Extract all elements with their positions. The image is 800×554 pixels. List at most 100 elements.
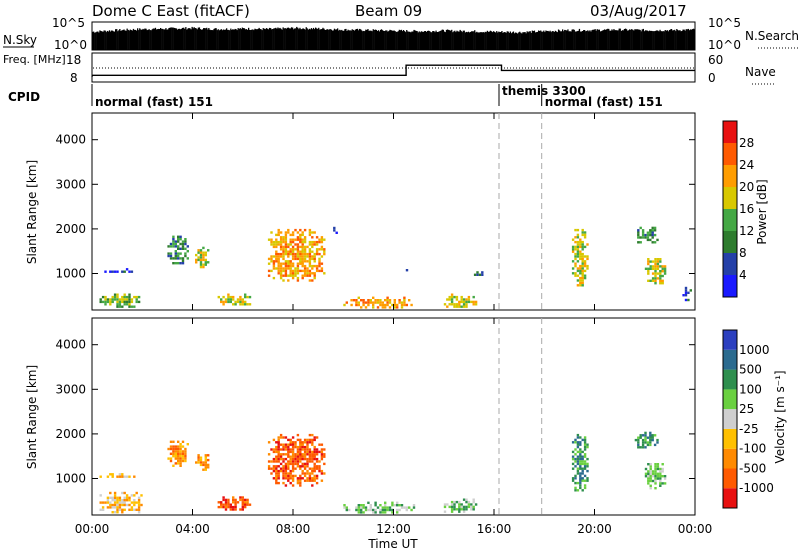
range-time-cell (396, 504, 399, 507)
range-time-cell (279, 231, 283, 234)
range-time-cell (113, 298, 117, 301)
range-time-cell (184, 254, 187, 258)
sky-noise-bar (646, 30, 649, 50)
range-time-cell (379, 511, 382, 514)
range-time-cell (579, 443, 582, 446)
range-time-cell (282, 469, 285, 473)
sky-noise-bar (521, 33, 523, 50)
range-time-cell (384, 299, 387, 302)
range-time-cell (369, 504, 372, 507)
colorbar-swatch (723, 187, 737, 209)
sky-noise-bar (119, 29, 121, 50)
sky-noise-bar (181, 28, 183, 50)
freq-tick-bottom: 8 (70, 71, 78, 85)
range-time-cell (118, 501, 122, 504)
range-time-cell (460, 300, 463, 304)
range-time-cell (315, 267, 319, 270)
range-time-cell (659, 484, 662, 487)
range-time-cell (303, 274, 307, 277)
range-time-cell (571, 248, 575, 251)
range-time-cell (287, 252, 290, 256)
range-time-cell (184, 240, 187, 243)
range-time-cell (574, 457, 577, 461)
range-time-cell (289, 448, 292, 451)
range-time-cell (199, 258, 203, 262)
range-time-cell (299, 438, 302, 442)
range-time-cell (579, 441, 582, 444)
range-time-cell (121, 300, 124, 304)
range-time-cell (275, 240, 278, 244)
range-time-cell (207, 466, 210, 469)
sky-noise-bar (187, 28, 189, 50)
range-time-cell (289, 248, 292, 251)
range-time-cell (277, 262, 280, 265)
range-time-cell (583, 474, 587, 478)
range-time-cell (199, 265, 203, 269)
range-time-cell (128, 303, 131, 306)
sky-noise-bar (483, 32, 485, 50)
range-time-cell (654, 477, 657, 480)
range-time-cell (287, 267, 290, 270)
range-time-cell (220, 503, 223, 506)
range-time-cell (123, 300, 126, 304)
range-time-cell (172, 445, 175, 448)
range-time-cell (313, 243, 316, 246)
sky-noise-bar (656, 30, 658, 50)
range-time-cell (362, 504, 365, 507)
range-time-cell (376, 506, 380, 509)
range-time-cell (311, 240, 314, 244)
range-time-cell (303, 272, 307, 275)
range-time-cell (291, 453, 295, 456)
sky-noise-bar (478, 32, 480, 50)
range-time-cell (303, 479, 307, 482)
range-time-cell (272, 262, 276, 265)
range-time-cell (284, 262, 288, 265)
sky-noise-bar (281, 29, 283, 50)
range-time-cell (179, 443, 182, 446)
range-time-cell (296, 231, 300, 234)
range-time-cell (301, 276, 304, 280)
freq-tick-top: 18 (66, 53, 81, 67)
range-time-cell (684, 286, 688, 290)
range-time-cell (284, 436, 288, 439)
range-time-cell (272, 465, 276, 468)
sky-noise-bar (361, 30, 363, 50)
sky-noise-bar (182, 27, 184, 50)
range-time-cell (649, 443, 652, 447)
sky-noise-bar (670, 29, 673, 50)
range-time-cell (654, 470, 657, 473)
colorbar-swatch (723, 428, 737, 449)
range-time-cell (239, 303, 242, 306)
range-time-cell (167, 245, 170, 248)
range-time-cell (282, 453, 285, 456)
sky-noise-bar (495, 32, 497, 50)
range-time-cell (656, 463, 660, 466)
range-time-cell (372, 306, 375, 309)
range-time-cell (202, 256, 205, 259)
sky-noise-bar (222, 29, 225, 50)
range-time-cell (400, 504, 404, 507)
sky-noise-bar (619, 28, 621, 50)
range-time-cell (202, 265, 205, 269)
sky-noise-bar (283, 28, 285, 50)
range-time-cell (320, 448, 324, 451)
y-tick-label: 1000 (55, 267, 86, 281)
range-time-cell (576, 269, 580, 273)
time-xlabel: Time UT (367, 537, 418, 551)
sky-noise-bar (348, 30, 350, 50)
range-time-cell (296, 255, 300, 258)
range-time-cell (450, 303, 454, 306)
range-time-cell (128, 496, 131, 499)
range-time-cell (659, 270, 662, 273)
range-time-cell (272, 260, 276, 263)
range-time-cell (364, 506, 368, 509)
range-time-cell (179, 247, 182, 250)
sky-noise-bar (657, 30, 659, 50)
range-time-cell (204, 456, 207, 459)
sky-noise-bar (455, 32, 457, 50)
sky-noise-bar (289, 28, 292, 50)
colorbar-tick-label: 100 (739, 382, 762, 396)
range-time-cell (275, 472, 278, 475)
range-time-cell (299, 465, 302, 468)
range-time-cell (270, 238, 273, 241)
